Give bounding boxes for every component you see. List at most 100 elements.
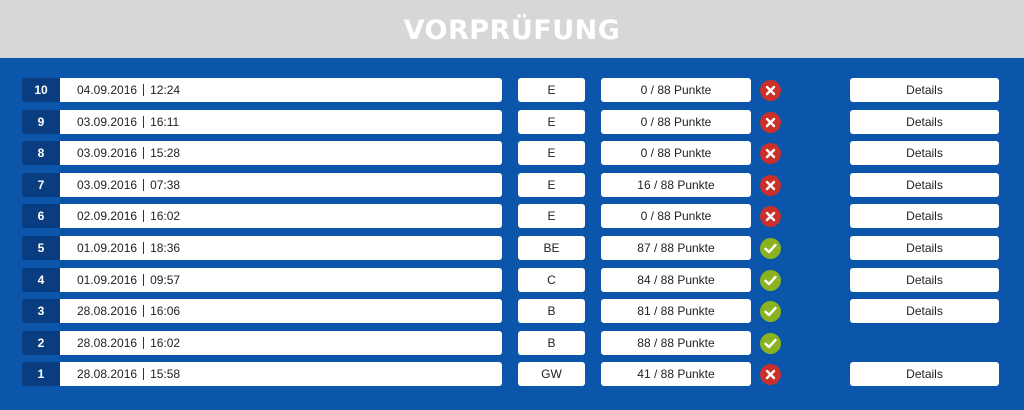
attempt-datetime: 02.09.2016 16:02: [60, 204, 502, 228]
separator: [143, 242, 145, 254]
attempt-time: 15:58: [150, 367, 181, 381]
x-icon: [760, 143, 781, 164]
attempt-date: 03.09.2016: [77, 115, 138, 129]
attempt-date: 03.09.2016: [77, 146, 138, 160]
check-icon: [760, 333, 781, 354]
attempt-date: 01.09.2016: [77, 273, 138, 287]
attempt-date: 28.08.2016: [77, 336, 138, 350]
score: 0 / 88 Punkte: [601, 141, 751, 165]
attempt-time: 09:57: [150, 273, 181, 287]
details-button[interactable]: Details: [850, 141, 999, 165]
separator: [143, 305, 145, 317]
score: 0 / 88 Punkte: [601, 78, 751, 102]
attempt-datetime: 03.09.2016 15:28: [60, 141, 502, 165]
attempt-time: 15:28: [150, 146, 181, 160]
score: 88 / 88 Punkte: [601, 331, 751, 355]
attempt-number: 3: [22, 299, 60, 323]
license-class: E: [518, 173, 585, 197]
attempt-date: 02.09.2016: [77, 209, 138, 223]
details-button[interactable]: Details: [850, 173, 999, 197]
result-row: 3 28.08.2016 16:06 B 81 / 88 Punkte Details: [0, 299, 1024, 323]
check-icon: [760, 238, 781, 259]
result-row: 10 04.09.2016 12:24 E 0 / 88 Punkte Details: [0, 78, 1024, 102]
attempt-time: 07:38: [150, 178, 181, 192]
check-icon: [760, 301, 781, 322]
attempt-date: 28.08.2016: [77, 304, 138, 318]
attempt-datetime: 28.08.2016 15:58: [60, 362, 502, 386]
details-button[interactable]: Details: [850, 110, 999, 134]
attempt-date: 28.08.2016: [77, 367, 138, 381]
separator: [143, 337, 145, 349]
x-icon: [760, 112, 781, 133]
attempt-date: 03.09.2016: [77, 178, 138, 192]
result-row: 7 03.09.2016 07:38 E 16 / 88 Punkte Details: [0, 173, 1024, 197]
license-class: E: [518, 204, 585, 228]
attempt-number: 8: [22, 141, 60, 165]
details-button[interactable]: Details: [850, 268, 999, 292]
score: 81 / 88 Punkte: [601, 299, 751, 323]
score: 41 / 88 Punkte: [601, 362, 751, 386]
score: 0 / 88 Punkte: [601, 110, 751, 134]
details-button[interactable]: Details: [850, 236, 999, 260]
attempt-date: 04.09.2016: [77, 83, 138, 97]
x-icon: [760, 206, 781, 227]
x-icon: [760, 80, 781, 101]
separator: [143, 147, 145, 159]
separator: [143, 116, 145, 128]
license-class: E: [518, 141, 585, 165]
separator: [143, 84, 145, 96]
attempt-time: 16:06: [150, 304, 181, 318]
attempt-time: 16:11: [150, 115, 180, 129]
page-header: VORPRÜFUNG: [0, 0, 1024, 58]
attempt-number: 2: [22, 331, 60, 355]
attempt-datetime: 28.08.2016 16:06: [60, 299, 502, 323]
attempt-datetime: 04.09.2016 12:24: [60, 78, 502, 102]
separator: [143, 210, 145, 222]
attempt-datetime: 01.09.2016 09:57: [60, 268, 502, 292]
separator: [143, 368, 145, 380]
attempt-time: 12:24: [150, 83, 181, 97]
license-class: C: [518, 268, 585, 292]
attempt-number: 10: [22, 78, 60, 102]
x-icon: [760, 364, 781, 385]
attempt-datetime: 03.09.2016 16:11: [60, 110, 502, 134]
results-list: 10 04.09.2016 12:24 E 0 / 88 Punkte Details 9 0…: [0, 58, 1024, 410]
result-row: 9 03.09.2016 16:11 E 0 / 88 Punkte Details: [0, 110, 1024, 134]
result-row: 5 01.09.2016 18:36 BE 87 / 88 Punkte Details: [0, 236, 1024, 260]
attempt-date: 01.09.2016: [77, 241, 138, 255]
attempt-datetime: 28.08.2016 16:02: [60, 331, 502, 355]
check-icon: [760, 270, 781, 291]
attempt-number: 6: [22, 204, 60, 228]
score: 87 / 88 Punkte: [601, 236, 751, 260]
attempt-number: 1: [22, 362, 60, 386]
attempt-time: 16:02: [150, 209, 181, 223]
attempt-number: 4: [22, 268, 60, 292]
license-class: E: [518, 78, 585, 102]
attempt-number: 9: [22, 110, 60, 134]
score: 0 / 88 Punkte: [601, 204, 751, 228]
attempt-time: 18:36: [150, 241, 181, 255]
x-icon: [760, 175, 781, 196]
separator: [143, 179, 145, 191]
score: 16 / 88 Punkte: [601, 173, 751, 197]
attempt-datetime: 01.09.2016 18:36: [60, 236, 502, 260]
separator: [143, 274, 145, 286]
license-class: B: [518, 331, 585, 355]
details-button[interactable]: Details: [850, 362, 999, 386]
attempt-number: 5: [22, 236, 60, 260]
license-class: B: [518, 299, 585, 323]
attempt-time: 16:02: [150, 336, 181, 350]
details-button[interactable]: Details: [850, 299, 999, 323]
license-class: GW: [518, 362, 585, 386]
attempt-number: 7: [22, 173, 60, 197]
license-class: E: [518, 110, 585, 134]
license-class: BE: [518, 236, 585, 260]
result-row: 8 03.09.2016 15:28 E 0 / 88 Punkte Details: [0, 141, 1024, 165]
details-button[interactable]: Details: [850, 78, 999, 102]
result-row: 6 02.09.2016 16:02 E 0 / 88 Punkte Details: [0, 204, 1024, 228]
score: 84 / 88 Punkte: [601, 268, 751, 292]
result-row: 1 28.08.2016 15:58 GW 41 / 88 Punkte Details: [0, 362, 1024, 386]
result-row: 4 01.09.2016 09:57 C 84 / 88 Punkte Details: [0, 268, 1024, 292]
page-title: VORPRÜFUNG: [403, 14, 621, 46]
details-button[interactable]: Details: [850, 204, 999, 228]
